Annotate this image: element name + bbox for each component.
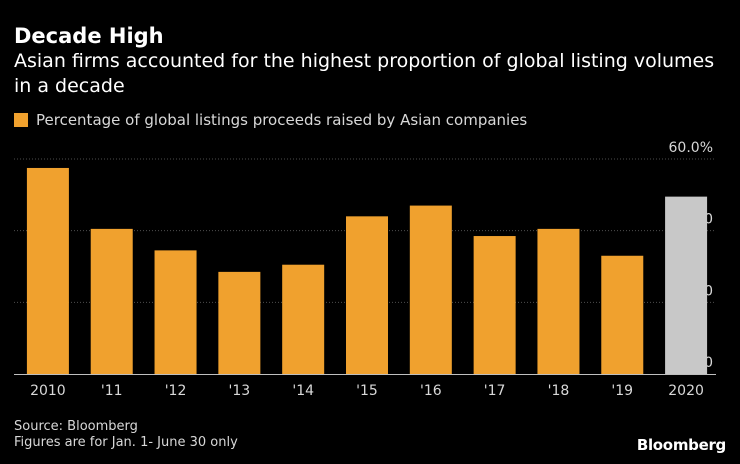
bar <box>409 205 452 374</box>
chart-subtitle: Asian firms accounted for the highest pr… <box>14 50 715 97</box>
source-note: Source: Bloomberg <box>14 419 138 434</box>
x-tick-label: '11 <box>101 383 123 399</box>
x-tick-label: 2010 <box>30 383 66 399</box>
bar <box>154 250 197 374</box>
bar <box>90 228 133 374</box>
bar <box>601 255 644 374</box>
y-tick-label: 60.0% <box>669 140 713 156</box>
bar <box>218 271 261 374</box>
legend-label: Percentage of global listings proceeds r… <box>36 111 528 129</box>
bar <box>537 228 580 374</box>
x-tick-label: '17 <box>484 383 506 399</box>
date-range-note: Figures are for Jan. 1- June 30 only <box>14 435 238 450</box>
legend: Percentage of global listings proceeds r… <box>14 109 527 131</box>
bloomberg-logo: Bloomberg <box>636 436 726 454</box>
x-tick-label: 2020 <box>668 383 704 399</box>
x-tick-label: '16 <box>420 383 442 399</box>
bar <box>346 216 388 374</box>
bar-chart: 020.040.060.0%2010'11'12'13'14'15'16'17'… <box>14 140 716 399</box>
x-tick-label: '19 <box>611 383 633 399</box>
x-tick-label: '12 <box>165 383 187 399</box>
bar <box>473 236 516 374</box>
x-tick-label: '13 <box>229 383 251 399</box>
legend-swatch-icon <box>14 113 28 127</box>
bar <box>282 264 325 374</box>
y-tick-label: 0 <box>704 355 713 371</box>
chart-title: Decade High <box>14 24 164 48</box>
x-tick-label: '18 <box>548 383 570 399</box>
x-tick-label: '15 <box>356 383 378 399</box>
bar <box>665 196 708 374</box>
x-tick-label: '14 <box>292 383 314 399</box>
bar <box>26 167 69 374</box>
